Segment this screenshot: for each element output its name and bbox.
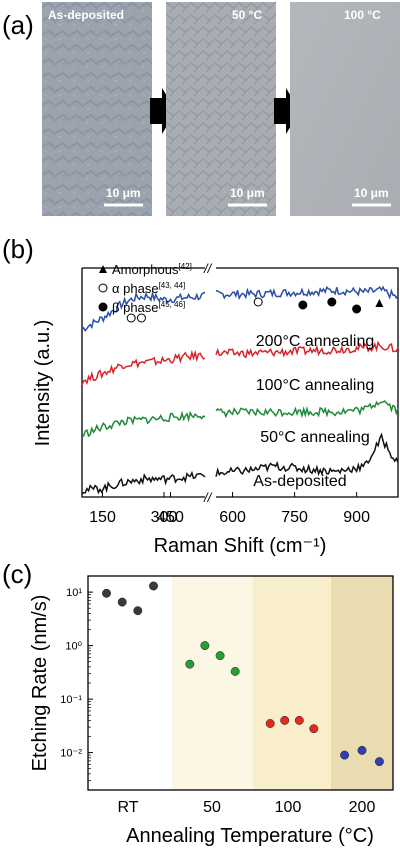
data-point [340, 750, 350, 760]
circle-icon [98, 283, 108, 293]
group-band [253, 576, 331, 790]
series-label: 200°C annealing [256, 333, 375, 350]
data-point [309, 724, 319, 734]
x-tick-label: 300 [151, 509, 178, 526]
series-line [81, 400, 399, 438]
data-point [374, 757, 384, 767]
data-point [185, 659, 195, 669]
circle-icon [98, 302, 108, 312]
axis-break-mark: // [203, 261, 213, 276]
y-axis-label: Intensity (a.u.) [32, 320, 54, 447]
series-label: 100°C annealing [256, 377, 375, 394]
data-point [294, 715, 304, 725]
micrograph-title: 50 °C [232, 8, 262, 22]
x-tick-label: RT [117, 799, 138, 816]
phase-marker [126, 313, 136, 323]
series-line [81, 340, 399, 386]
x-tick-label: 450 [157, 509, 184, 526]
x-axis-label: Annealing Temperature (°C) [126, 825, 374, 847]
y-tick-label: 10⁻² [60, 748, 82, 760]
legend-entry: Amorphous[42] [99, 262, 192, 277]
group-band [88, 576, 172, 790]
data-point [230, 666, 240, 676]
x-tick-label: 750 [281, 509, 308, 526]
phase-marker [375, 299, 384, 307]
data-point [200, 641, 210, 651]
x-axis-label: Raman Shift (cm⁻¹) [154, 535, 327, 557]
legend-label: α phase[43, 44] [112, 281, 185, 296]
panel-b-label: (b) [2, 234, 34, 264]
arrow-right-icon [150, 88, 176, 134]
x-tick-label: 600 [219, 509, 246, 526]
phase-marker [352, 304, 362, 314]
data-point [117, 597, 127, 607]
x-tick-label: 150 [89, 509, 116, 526]
series-label: 50°C annealing [260, 429, 370, 446]
micrograph-title: As-deposited [48, 8, 124, 22]
legend-entry: α phase[43, 44] [98, 281, 185, 296]
etching-rate-chart: 10⁻² 10⁻¹ 10⁰ 10¹ RT 50 100 200 Annealing Temper… [29, 575, 394, 847]
panel-a-label: (a) [2, 10, 34, 40]
micrograph-50c: 50 °C 10 μm [166, 2, 276, 216]
x-tick-label: 50 [203, 799, 221, 816]
data-point [215, 651, 225, 661]
arrow-right-icon [274, 88, 300, 134]
data-point [265, 719, 275, 728]
x-tick-label: 900 [343, 509, 370, 526]
y-tick-label: 10¹ [66, 587, 82, 599]
data-point [149, 581, 158, 591]
phase-marker [253, 297, 263, 307]
scale-bar-label: 10 μm [230, 186, 265, 200]
phase-marker [327, 297, 337, 307]
data-point [102, 588, 111, 598]
legend-entry: β phase[45, 46] [98, 300, 185, 315]
scale-bar-label: 10 μm [354, 186, 389, 200]
series-line [81, 285, 399, 332]
y-axis-label: Etching Rate (nm/s) [29, 595, 51, 772]
legend-label: Amorphous[42] [112, 262, 192, 277]
series-line [81, 432, 399, 495]
triangle-icon [99, 265, 107, 273]
axis-break-mark: // [203, 490, 213, 505]
phase-marker [136, 313, 146, 323]
micrograph-title: 100 °C [344, 8, 381, 22]
phase-marker [298, 300, 308, 310]
micrograph-100c: 100 °C 10 μm [290, 2, 400, 216]
y-tick-label: 10⁰ [65, 641, 82, 653]
group-band [172, 576, 253, 790]
panel-c-label: (c) [2, 559, 32, 589]
y-tick-label: 10⁻¹ [60, 694, 82, 706]
legend-label: β phase[45, 46] [112, 300, 185, 315]
series-label: As-deposited [253, 473, 346, 490]
data-point [133, 606, 143, 616]
data-point [280, 715, 290, 725]
scale-bar-label: 10 μm [106, 186, 141, 200]
x-tick-label: 200 [349, 799, 376, 816]
group-band [331, 576, 393, 790]
data-point [357, 745, 367, 755]
x-tick-label: 100 [275, 799, 302, 816]
micrograph-as-deposited: As-deposited 10 μm [42, 2, 152, 216]
